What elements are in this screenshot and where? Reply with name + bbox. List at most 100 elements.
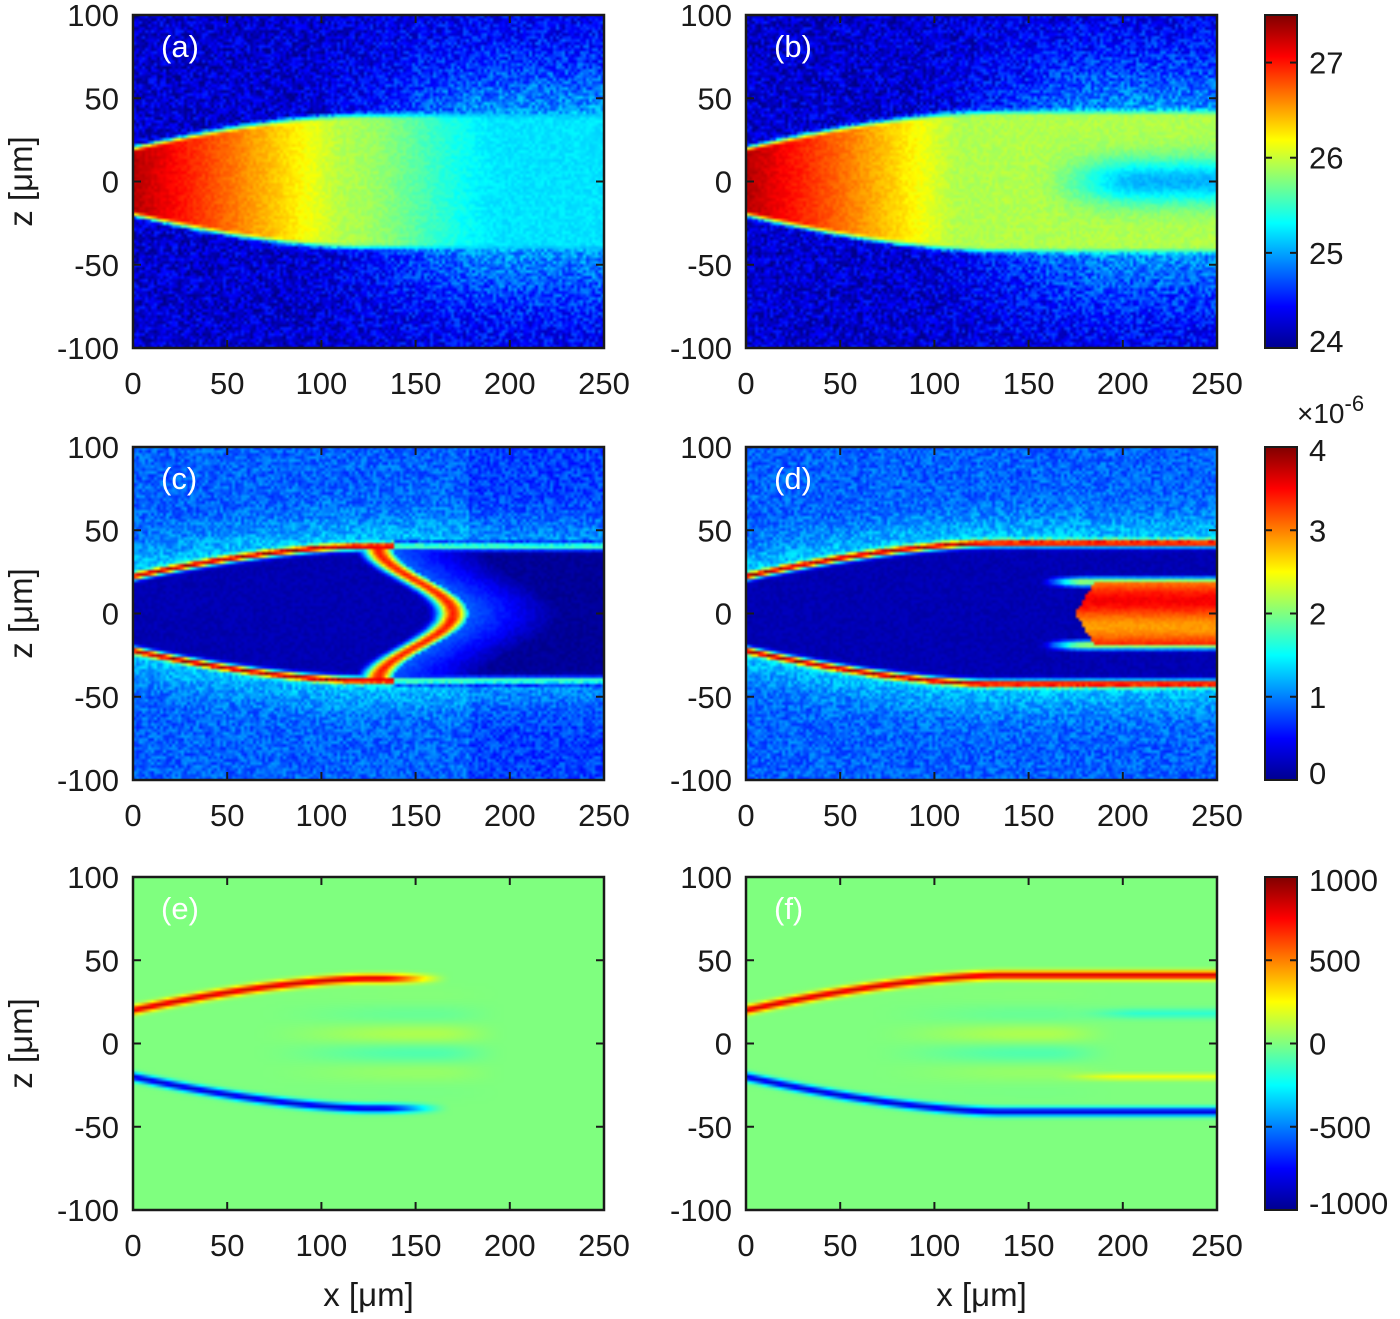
- panel-f: 0 50 100 150 200 250 100 50 0 -50 -100 (f) x [μm]: [670, 860, 1243, 1313]
- colorbar-tick-label: 26: [1309, 141, 1343, 176]
- y-tick-label: 100: [67, 0, 119, 33]
- colorbar-2: 4 3 2 1 0 ×10-6: [1264, 391, 1364, 791]
- colorbar-tick-label: 1: [1309, 680, 1326, 715]
- heatmap-image: [133, 447, 604, 780]
- y-tick-label: 50: [698, 943, 732, 978]
- panels: 0 50 100 150 200 250 100 50 0 -50 -100 (a) z [μm] 0 50…: [2, 0, 1243, 1313]
- colorbar-3: 1000 500 0 -500 -1000: [1264, 863, 1388, 1221]
- panel-b: 0 50 100 150 200 250 100 50 0 -50 -100 (b): [670, 0, 1243, 401]
- colorbar-tick-label: 0: [1309, 756, 1326, 791]
- x-tick-label: 0: [124, 798, 141, 833]
- x-tick-label: 100: [909, 798, 961, 833]
- y-tick-label: -50: [74, 680, 119, 715]
- y-tick-label: 0: [102, 597, 119, 632]
- y-tick-label: 100: [680, 0, 732, 33]
- panel-label: (e): [161, 891, 199, 926]
- y-tick-label: 50: [85, 943, 119, 978]
- x-tick-label: 100: [296, 1228, 348, 1263]
- x-tick-label: 250: [578, 798, 630, 833]
- panel-d: 0 50 100 150 200 250 100 50 0 -50 -100 (d): [670, 430, 1243, 833]
- y-tick-label: 0: [715, 597, 732, 632]
- panel-e: 0 50 100 150 200 250 100 50 0 -50 -100 (e) z [μm] x […: [2, 860, 630, 1313]
- colorbar-tick-label: -500: [1309, 1110, 1371, 1145]
- y-tick-label: 100: [680, 430, 732, 465]
- x-axis-label: x [μm]: [323, 1276, 414, 1313]
- x-tick-label: 100: [909, 366, 961, 401]
- y-tick-label: -100: [57, 331, 119, 366]
- x-tick-label: 100: [296, 366, 348, 401]
- y-tick-label: 100: [680, 860, 732, 895]
- y-tick-label: 50: [85, 81, 119, 116]
- x-tick-label: 0: [737, 1228, 754, 1263]
- y-tick-label: 0: [715, 1027, 732, 1062]
- y-tick-label: 100: [67, 860, 119, 895]
- x-tick-label: 50: [823, 1228, 857, 1263]
- x-tick-label: 250: [1191, 798, 1243, 833]
- y-tick-label: -100: [670, 1193, 732, 1228]
- x-tick-label: 150: [1003, 366, 1055, 401]
- y-tick-label: 50: [698, 81, 732, 116]
- heatmap-image: [133, 877, 604, 1210]
- colorbar-tick-label: 3: [1309, 513, 1326, 548]
- panel-label: (f): [774, 891, 803, 926]
- heatmap-image: [133, 15, 604, 348]
- x-tick-label: 250: [578, 1228, 630, 1263]
- y-tick-label: -50: [687, 680, 732, 715]
- colorbar-tick-label: 27: [1309, 46, 1343, 81]
- y-tick-label: -100: [670, 331, 732, 366]
- colorbar-tick-label: 500: [1309, 943, 1361, 978]
- y-tick-label: 50: [85, 513, 119, 548]
- x-tick-label: 100: [296, 798, 348, 833]
- y-tick-label: 50: [698, 513, 732, 548]
- x-tick-label: 50: [823, 366, 857, 401]
- x-tick-label: 50: [823, 798, 857, 833]
- x-tick-label: 200: [1097, 366, 1149, 401]
- x-tick-label: 100: [909, 1228, 961, 1263]
- panel-c: 0 50 100 150 200 250 100 50 0 -50 -100 (c) z [μm]: [2, 430, 630, 833]
- x-tick-label: 0: [124, 366, 141, 401]
- panel-label: (b): [774, 29, 812, 64]
- y-tick-label: -50: [687, 1110, 732, 1145]
- y-tick-label: -100: [57, 1193, 119, 1228]
- colorbar-tick-label: 24: [1309, 324, 1343, 359]
- y-tick-label: -50: [74, 248, 119, 283]
- x-tick-label: 150: [390, 798, 442, 833]
- y-tick-label: 0: [102, 1027, 119, 1062]
- x-tick-label: 50: [210, 366, 244, 401]
- y-axis-label: z [μm]: [2, 998, 39, 1089]
- x-tick-label: 250: [1191, 1228, 1243, 1263]
- colorbar-1: 27 26 25 24: [1264, 14, 1343, 359]
- panel-a: 0 50 100 150 200 250 100 50 0 -50 -100 (a) z [μm]: [2, 0, 630, 401]
- x-tick-label: 150: [390, 1228, 442, 1263]
- x-tick-label: 0: [737, 366, 754, 401]
- colorbar-tick-label: 4: [1309, 433, 1326, 468]
- colorbar-tick-label: 2: [1309, 597, 1326, 632]
- x-tick-label: 150: [1003, 1228, 1055, 1263]
- y-tick-label: -50: [687, 248, 732, 283]
- x-tick-label: 200: [1097, 1228, 1149, 1263]
- x-tick-label: 200: [1097, 798, 1149, 833]
- panel-label: (a): [161, 29, 199, 64]
- y-tick-label: -50: [74, 1110, 119, 1145]
- y-tick-label: 0: [102, 165, 119, 200]
- colorbar-multiplier: ×10-6: [1297, 391, 1364, 429]
- x-tick-label: 150: [1003, 798, 1055, 833]
- y-axis-label: z [μm]: [2, 136, 39, 227]
- panel-label: (c): [161, 461, 197, 496]
- x-axis-label: x [μm]: [936, 1276, 1027, 1313]
- panel-label: (d): [774, 461, 812, 496]
- colorbar-tick-label: 25: [1309, 236, 1343, 271]
- y-tick-label: 0: [715, 165, 732, 200]
- x-tick-label: 250: [578, 366, 630, 401]
- x-tick-label: 50: [210, 1228, 244, 1263]
- x-tick-label: 150: [390, 366, 442, 401]
- x-tick-label: 0: [124, 1228, 141, 1263]
- heatmap-image: [746, 877, 1217, 1210]
- heatmap-image: [746, 15, 1217, 348]
- colorbar-tick-label: 0: [1309, 1027, 1326, 1062]
- x-tick-label: 200: [484, 1228, 536, 1263]
- y-axis-label: z [μm]: [2, 568, 39, 659]
- colorbar-gradient: [1264, 14, 1298, 349]
- x-tick-label: 200: [484, 366, 536, 401]
